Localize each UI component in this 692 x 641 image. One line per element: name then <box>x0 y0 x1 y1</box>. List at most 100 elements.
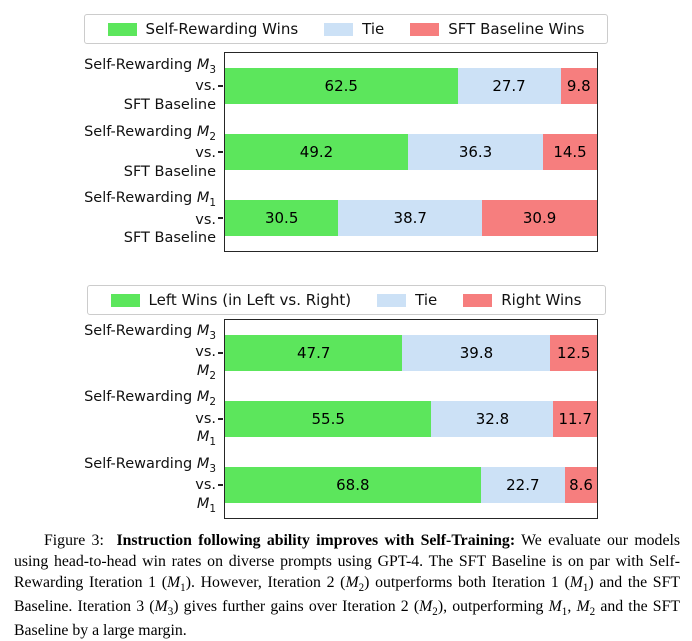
bar-value: 49.2 <box>299 143 334 161</box>
y-tick-label-line: vs. <box>195 410 216 427</box>
bar-value: 36.3 <box>458 143 493 161</box>
bar-segment-loss: 12.5 <box>550 335 597 371</box>
bar-segment-win: 62.5 <box>225 68 458 104</box>
bar-segment-win: 30.5 <box>225 200 339 236</box>
legend-color-swatch <box>324 22 354 36</box>
bar-value: 8.6 <box>569 476 593 494</box>
y-tick-label-line: Self-Rewarding M3 <box>84 456 216 475</box>
stacked-bar: 68.8 22.7 8.6 <box>218 467 597 503</box>
chart-vs-sft-baseline: Self-Rewarding M3 vs. SFT Baseline Self-Rew… <box>18 52 692 252</box>
y-tick <box>218 217 223 219</box>
stacked-bar: 55.5 32.8 11.7 <box>218 401 597 437</box>
stacked-bar: 62.5 27.7 9.8 <box>218 68 597 104</box>
legend-color-swatch <box>110 293 140 307</box>
bar-value: 27.7 <box>492 77 526 95</box>
y-tick-label-line: M2 <box>196 362 216 382</box>
y-tick <box>218 85 223 87</box>
bar-segment-tie: 22.7 <box>480 467 566 503</box>
legend-item: Right Wins <box>463 291 582 309</box>
y-tick-label: Self-Rewarding M3 vs. M2 <box>18 322 216 383</box>
legend-bottom: Left Wins (in Left vs. Right) Tie Right Wi… <box>86 285 606 315</box>
legend-item: Left Wins (in Left vs. Right) <box>110 291 352 309</box>
legend-item: Self-Rewarding Wins <box>107 20 299 38</box>
bar-segment-loss: 9.8 <box>560 68 597 104</box>
y-tick-label: Self-Rewarding M3 vs. M1 <box>18 455 216 516</box>
legend-label: Tie <box>362 20 385 38</box>
y-tick <box>218 352 223 354</box>
bar-segment-tie: 36.3 <box>408 134 544 170</box>
y-tick-label-line: Self-Rewarding M3 <box>84 57 216 77</box>
bar-segment-tie: 27.7 <box>457 68 561 104</box>
bar-value: 62.5 <box>324 77 358 95</box>
y-tick-label-line: Self-Rewarding M2 <box>84 389 216 409</box>
bar-value: 68.8 <box>336 476 370 494</box>
legend-label: Self-Rewarding Wins <box>145 20 299 38</box>
legend-color-swatch <box>463 293 493 307</box>
legend-item: Tie <box>324 20 384 38</box>
legend-color-swatch <box>410 22 440 36</box>
y-tick-label-line: SFT Baseline <box>123 230 216 247</box>
bar-segment-win: 68.8 <box>225 467 481 503</box>
legend-label: Right Wins <box>501 291 582 309</box>
y-tick-label-line: vs. <box>195 477 216 494</box>
legend-label: Tie <box>415 291 438 309</box>
plot-area: 47.7 39.8 12.5 55.5 32.8 11.7 68.8 22.7 8.6 <box>218 319 598 519</box>
bar-value: 30.9 <box>522 209 557 227</box>
y-tick-label-line: Self-Rewarding M2 <box>84 123 216 143</box>
bar-value: 22.7 <box>506 476 540 494</box>
stacked-bar: 30.5 38.7 30.9 <box>218 200 597 236</box>
bar-value: 9.8 <box>566 77 591 95</box>
chart-head-to-head: Self-Rewarding M3 vs. M2 Self-Rewarding M2 v… <box>18 319 692 519</box>
y-tick-label-line: SFT Baseline <box>123 96 216 113</box>
bar-segment-loss: 11.7 <box>553 401 597 437</box>
y-tick-label-line: Self-Rewarding M3 <box>84 322 216 342</box>
y-tick-label-line: M1 <box>196 495 216 515</box>
y-tick <box>218 484 223 486</box>
y-axis-labels: Self-Rewarding M3 vs. M2 Self-Rewarding M2 v… <box>18 319 224 519</box>
chart-group-head-to-head: Left Wins (in Left vs. Right) Tie Right Wi… <box>0 285 692 519</box>
stacked-bar: 47.7 39.8 12.5 <box>218 335 597 371</box>
legend-top: Self-Rewarding Wins Tie SFT Baseline Wins <box>83 14 609 44</box>
y-tick-label-line: SFT Baseline <box>123 163 216 180</box>
y-tick-label: Self-Rewarding M2 vs. SFT Baseline <box>18 123 216 181</box>
y-tick-label-line: vs. <box>195 145 216 162</box>
bar-value: 38.7 <box>393 209 427 227</box>
bar-value: 32.8 <box>475 410 510 428</box>
legend-color-swatch <box>107 22 137 36</box>
bar-value: 30.5 <box>264 209 299 227</box>
legend-color-swatch <box>377 293 407 307</box>
bar-segment-loss: 14.5 <box>543 134 597 170</box>
y-axis-labels: Self-Rewarding M3 vs. SFT Baseline Self-Rew… <box>18 52 224 252</box>
y-tick <box>218 418 223 420</box>
legend-label: SFT Baseline Wins <box>448 20 585 38</box>
bar-value: 12.5 <box>557 344 591 362</box>
y-tick <box>218 151 223 153</box>
bar-segment-tie: 38.7 <box>338 200 483 236</box>
bar-value: 55.5 <box>311 410 345 428</box>
figure-caption: Figure 3: Instruction following ability … <box>14 532 681 640</box>
bar-segment-win: 49.2 <box>225 134 409 170</box>
y-tick-label: Self-Rewarding M3 vs. SFT Baseline <box>18 56 216 114</box>
legend-item: Tie <box>377 291 437 309</box>
stacked-bar: 49.2 36.3 14.5 <box>218 134 597 170</box>
bar-segment-tie: 39.8 <box>402 335 551 371</box>
bar-value: 47.7 <box>297 344 331 362</box>
caption-bold: Instruction following ability improves w… <box>116 532 516 549</box>
y-tick-label: Self-Rewarding M2 vs. M1 <box>18 388 216 449</box>
y-tick-label-line: vs. <box>195 78 216 95</box>
bar-segment-win: 55.5 <box>225 401 432 437</box>
bar-segment-win: 47.7 <box>225 335 403 371</box>
legend-label: Left Wins (in Left vs. Right) <box>148 291 352 309</box>
y-tick-label-line: Self-Rewarding M1 <box>84 190 216 210</box>
plot-area: 62.5 27.7 9.8 49.2 36.3 14.5 30.5 38.7 30.9 <box>218 52 598 252</box>
chart-group-vs-sft-baseline: Self-Rewarding Wins Tie SFT Baseline Wins … <box>0 0 692 252</box>
y-tick-label-line: vs. <box>195 344 216 361</box>
bar-value: 14.5 <box>553 143 587 161</box>
y-tick-label-line: M1 <box>196 429 216 449</box>
bar-segment-loss: 30.9 <box>482 200 597 236</box>
y-tick-label-line: vs. <box>195 211 216 228</box>
y-tick-label: Self-Rewarding M1 vs. SFT Baseline <box>18 189 216 247</box>
bar-segment-loss: 8.6 <box>565 467 597 503</box>
legend-item: SFT Baseline Wins <box>410 20 584 38</box>
